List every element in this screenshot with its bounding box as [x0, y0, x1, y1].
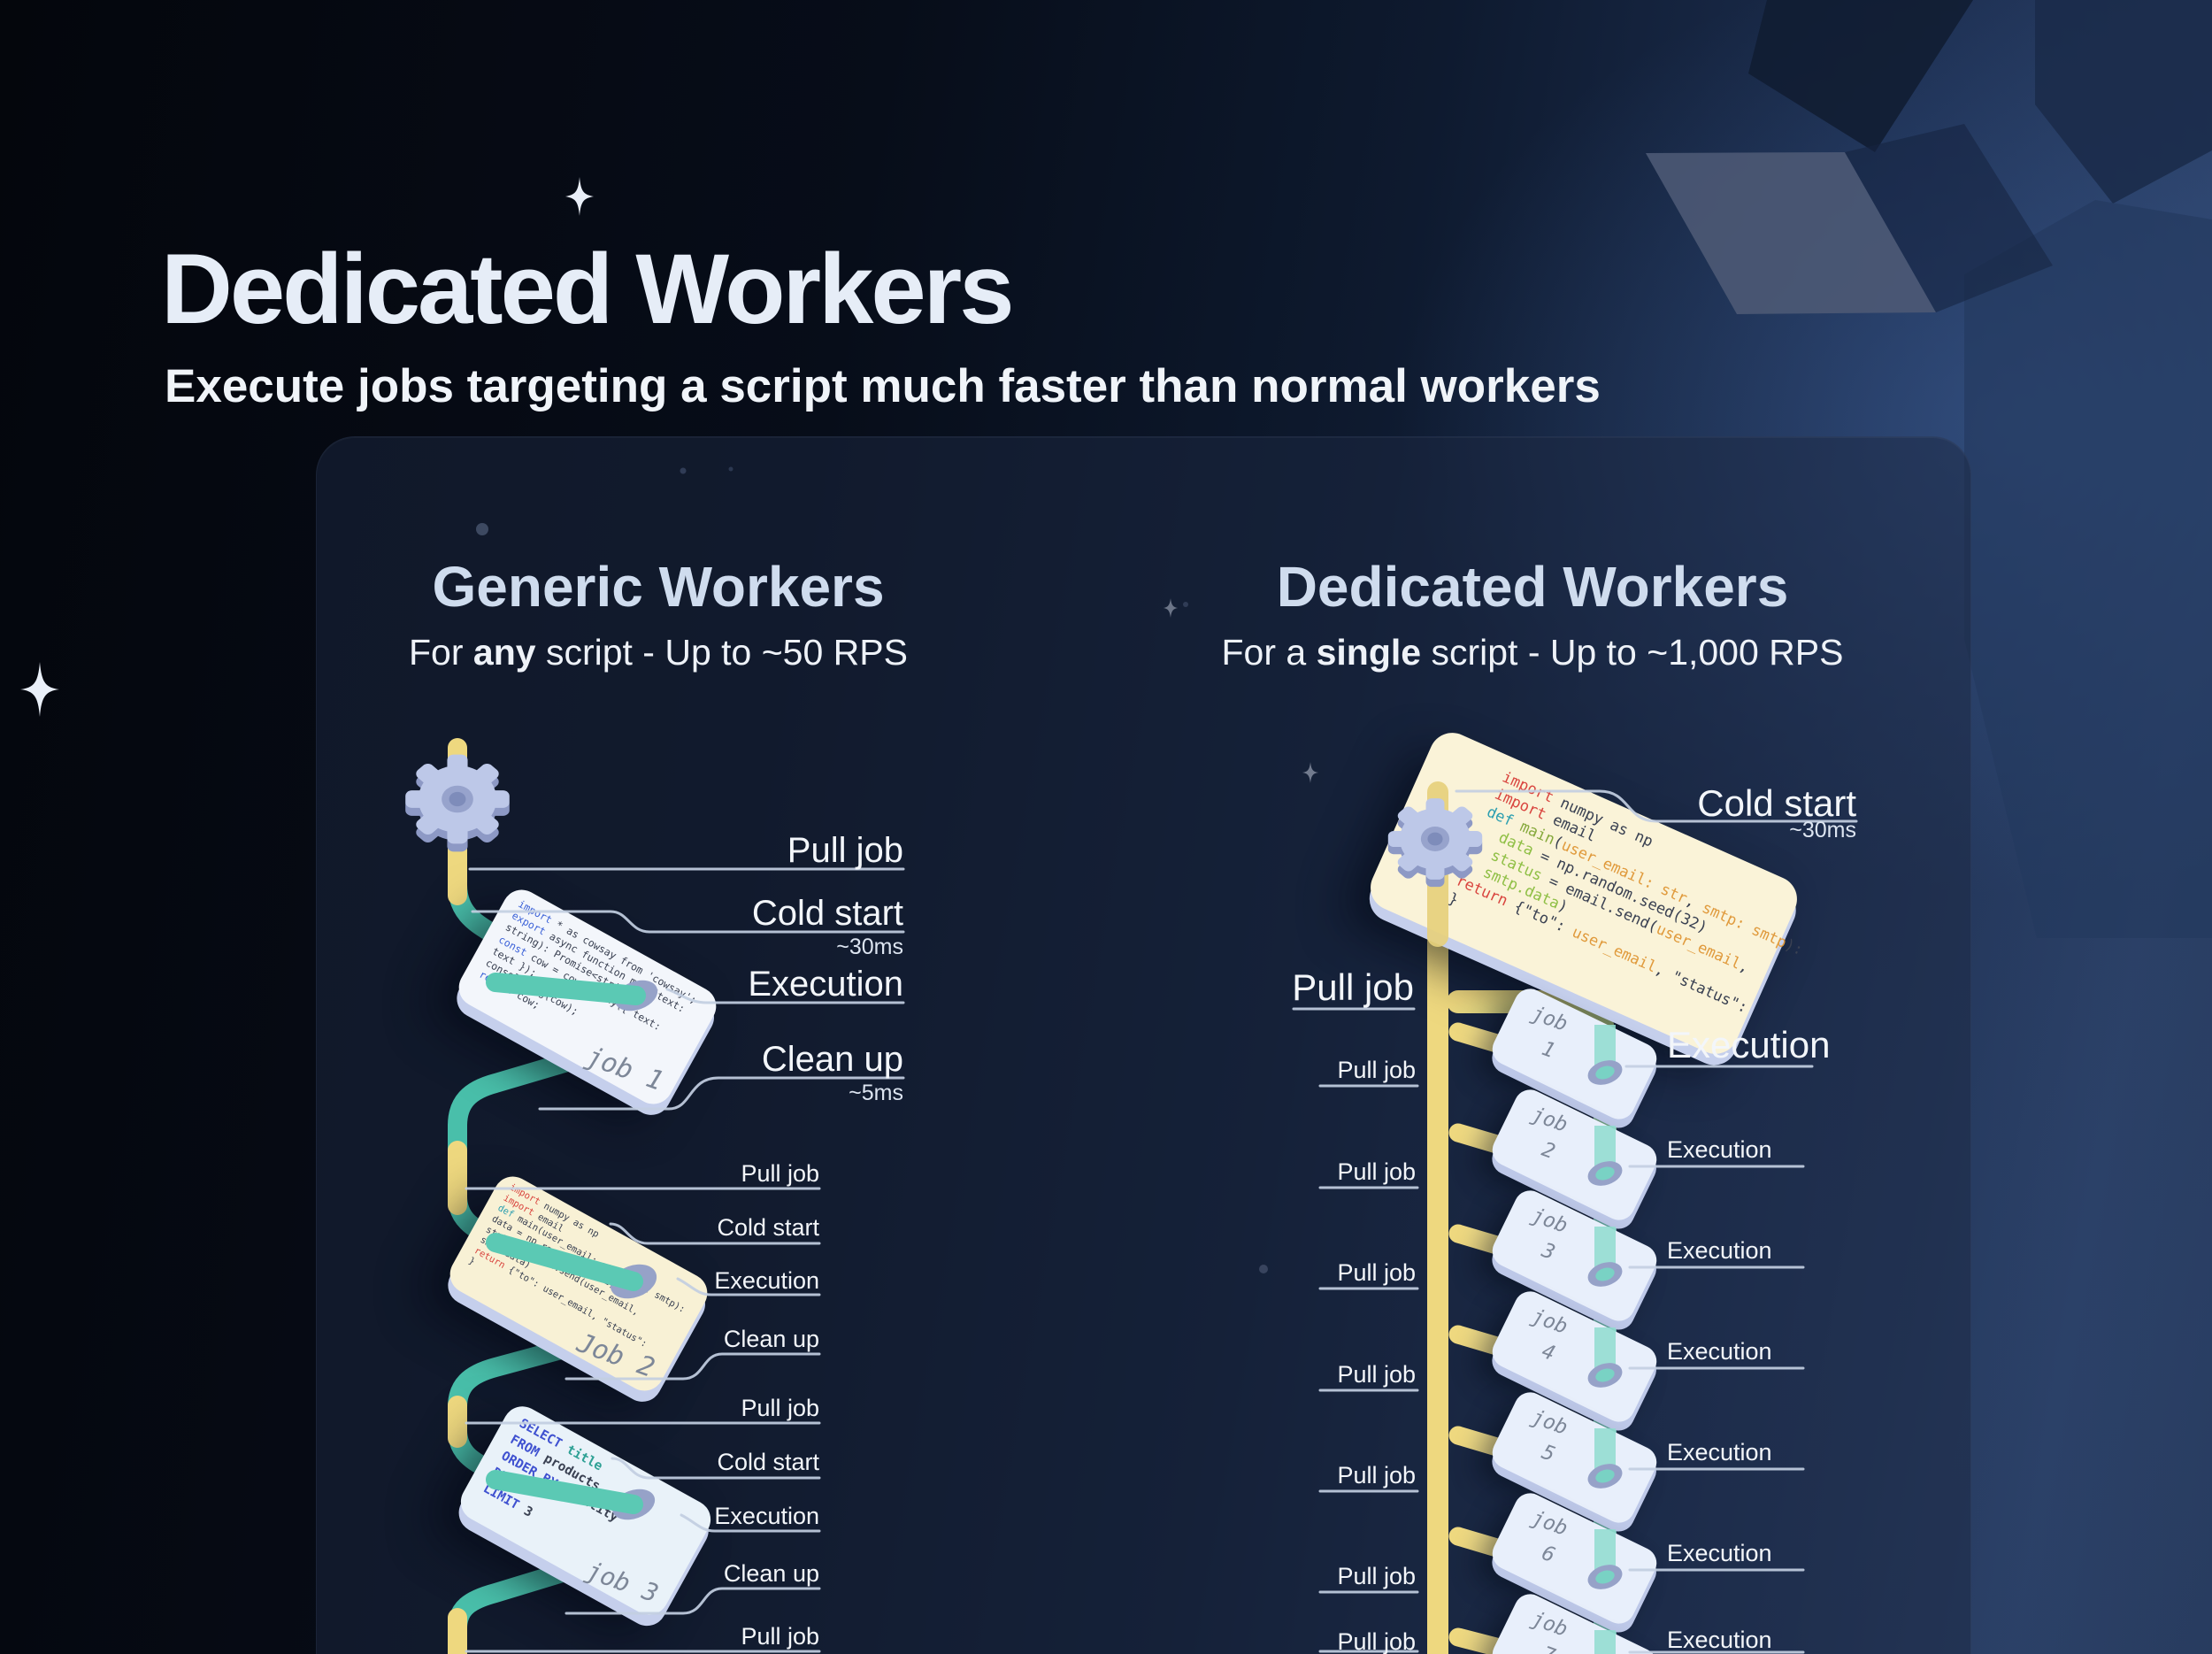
generic-clean-up-label-2: Clean up [723, 1326, 819, 1352]
page-title: Dedicated Workers [161, 234, 1015, 344]
dedicated-workers-heading: Dedicated Workers [1276, 555, 1789, 619]
generic-execution-label-1: Execution [748, 965, 903, 1004]
dedicated-cold-start-label: Cold start [1697, 782, 1856, 824]
generic-pull-job-label-4: Pull job [741, 1623, 819, 1650]
generic-clean-up-label-1: Clean up [761, 1040, 903, 1079]
windmill-logo [1646, 0, 2212, 938]
label-connectors [465, 789, 1858, 1654]
generic-execution-label-3: Execution [714, 1503, 819, 1529]
dedicated-execution-label-6: Execution [1667, 1627, 1772, 1653]
dedicated-card-grommets [1587, 1025, 1623, 1654]
generic-pull-job-label-2: Pull job [741, 1160, 819, 1187]
dedicated-pull-job-label-1: Pull job [1337, 1057, 1416, 1083]
generic-sub-post: script - Up to ~50 RPS [535, 632, 908, 673]
generic-execution-label-2: Execution [714, 1267, 819, 1294]
dedicated-cold-start-note: ~30ms [1789, 818, 1856, 842]
dedicated-pull-job-label-6: Pull job [1337, 1563, 1416, 1589]
dedicated-execution-label-big: Execution [1667, 1024, 1831, 1065]
dedicated-gear-icon [1387, 798, 1483, 888]
dedicated-execution-label-2: Execution [1667, 1237, 1772, 1264]
generic-workers-subheading: For any script - Up to ~50 RPS [260, 632, 1056, 673]
generic-workers-heading: Generic Workers [432, 555, 885, 619]
generic-pull-job-label-3: Pull job [741, 1395, 819, 1421]
dedicated-execution-label-3: Execution [1667, 1338, 1772, 1365]
dedicated-execution-label-1: Execution [1667, 1136, 1772, 1163]
dedicated-pull-job-label-3: Pull job [1337, 1259, 1416, 1286]
dedicated-sub-pre: For a [1221, 632, 1317, 673]
generic-cold-start-label-2: Cold start [717, 1214, 819, 1241]
generic-sub-bold: any [472, 632, 536, 673]
generic-sub-pre: For [409, 632, 473, 673]
dedicated-pull-job-label-2: Pull job [1337, 1158, 1416, 1185]
generic-clean-up-note-1: ~5ms [849, 1081, 903, 1105]
generic-card-grommets [486, 973, 658, 1520]
dedicated-pull-job-label-7: Pull job [1337, 1628, 1416, 1654]
dedicated-execution-label-5: Execution [1667, 1540, 1772, 1566]
dedicated-execution-label-4: Execution [1667, 1439, 1772, 1466]
generic-cold-start-note-1: ~30ms [836, 935, 903, 959]
dedicated-pull-job-label-4: Pull job [1337, 1361, 1416, 1388]
generic-pull-job-label-1: Pull job [787, 831, 903, 870]
dedicated-pull-job-label-big: Pull job [1292, 966, 1414, 1008]
generic-gear-icon [405, 754, 510, 852]
dedicated-workers-subheading: For a single script - Up to ~1,000 RPS [1134, 632, 1931, 673]
page-subtitle: Execute jobs targeting a script much fas… [165, 360, 1601, 412]
generic-clean-up-label-3: Clean up [723, 1560, 819, 1587]
generic-cold-start-label-1: Cold start [751, 894, 903, 933]
dedicated-sub-post: script - Up to ~1,000 RPS [1421, 632, 1844, 673]
generic-cold-start-label-3: Cold start [717, 1449, 819, 1475]
dedicated-sub-bold: single [1316, 632, 1422, 673]
dedicated-pull-job-label-5: Pull job [1337, 1462, 1416, 1489]
